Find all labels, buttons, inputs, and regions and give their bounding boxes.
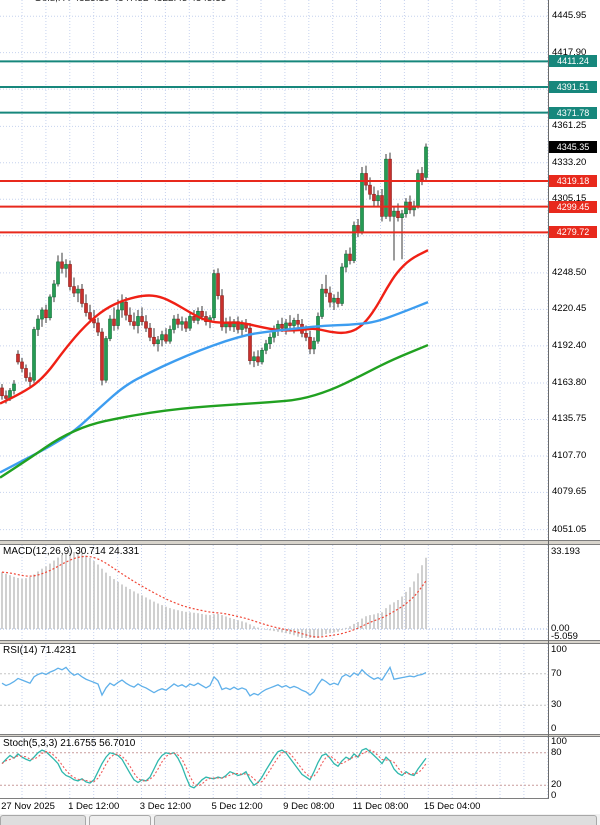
stoch-panel-border [0,798,549,799]
panel-separator-macd[interactable] [0,540,600,545]
bottom-tab[interactable] [0,815,86,825]
stoch-indicator-label: Stoch(5,3,3) 21.6755 56.7010 [3,738,136,749]
bottom-tab[interactable] [89,815,151,825]
bottom-tab-bar [0,814,600,825]
price-axis-line [548,0,549,798]
bottom-tab[interactable] [154,815,597,825]
panel-separator-stoch[interactable] [0,734,600,737]
macd-indicator-label: MACD(12,26,9) 30.714 24.331 [3,546,140,557]
rsi-indicator-label: RSI(14) 71.4231 [3,645,77,656]
symbol-ohlc-text: Gold,H4 4325.10 4347.52 4322.45 4345.35 [34,0,226,4]
panel-separator-rsi[interactable] [0,640,600,644]
